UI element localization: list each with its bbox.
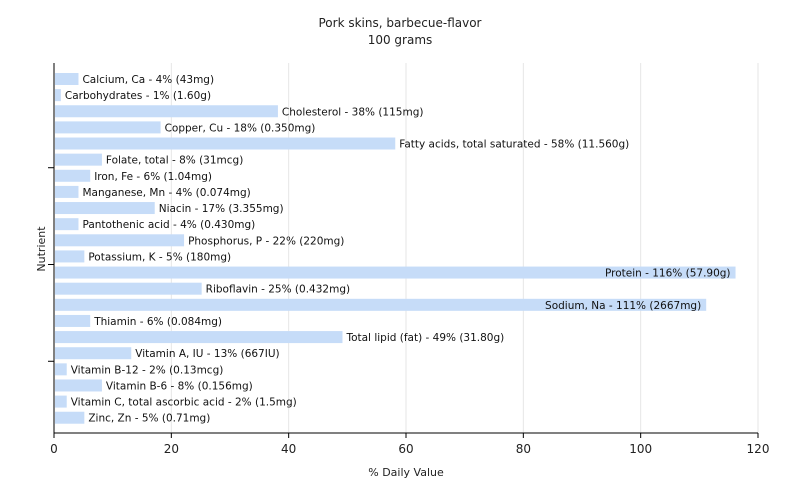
bar (55, 89, 61, 102)
bar (55, 234, 185, 247)
x-tick-label: 0 (50, 442, 58, 456)
bar-label: Potassium, K - 5% (180mg) (88, 251, 231, 263)
x-tick-label: 120 (747, 442, 770, 456)
bar (55, 395, 67, 408)
y-axis-title: Nutrient (35, 226, 48, 272)
x-tick-label: 60 (398, 442, 413, 456)
x-tick-label: 80 (516, 442, 531, 456)
bar-label: Vitamin C, total ascorbic acid - 2% (1.5… (71, 397, 297, 409)
bar (55, 314, 91, 327)
bar (55, 347, 132, 360)
bar (55, 202, 155, 215)
bar (55, 169, 91, 182)
bar-label: Protein - 116% (57.90g) (605, 268, 731, 280)
grid-lines (170, 63, 759, 433)
bars: Calcium, Ca - 4% (43mg) Carbohydrates - 1… (55, 73, 736, 425)
bar-label: Total lipid (fat) - 49% (31.80g) (345, 332, 504, 344)
x-tick-label: 100 (629, 442, 652, 456)
bar (55, 298, 707, 311)
bar-label: Vitamin A, IU - 13% (667IU) (135, 348, 279, 360)
axes (48, 63, 758, 434)
bar (55, 266, 736, 279)
bar (55, 363, 67, 376)
bar (55, 137, 396, 150)
bar (55, 105, 278, 118)
x-axis-ticks: 0 20 40 60 80 100 120 (50, 433, 769, 456)
bar-label: Folate, total - 8% (31mcg) (106, 155, 243, 167)
x-axis-title: % Daily Value (368, 466, 444, 479)
bar (55, 250, 85, 263)
bar-label: Thiamin - 6% (0.084mg) (93, 316, 222, 328)
bar-label: Phosphorus, P - 22% (220mg) (188, 235, 344, 247)
x-tick-label: 20 (164, 442, 179, 456)
bar-label: Calcium, Ca - 4% (43mg) (82, 74, 214, 86)
bar-label: Iron, Fe - 6% (1.04mg) (94, 171, 212, 183)
bar (55, 282, 202, 295)
bar (55, 218, 79, 231)
bar (55, 73, 79, 85)
bar-label: Copper, Cu - 18% (0.350mg) (165, 122, 316, 134)
bar (55, 331, 343, 344)
chart-title: Pork skins, barbecue-flavor (319, 16, 482, 30)
chart-subtitle: 100 grams (368, 33, 433, 47)
bar-label: Manganese, Mn - 4% (0.074mg) (82, 187, 250, 199)
bar (55, 121, 161, 134)
bar (55, 411, 85, 424)
bar-label: Zinc, Zn - 5% (0.71mg) (88, 413, 210, 425)
bar-label: Sodium, Na - 111% (2667mg) (545, 300, 701, 312)
bar-label: Fatty acids, total saturated - 58% (11.5… (399, 139, 629, 151)
bar-label: Vitamin B-12 - 2% (0.13mcg) (71, 364, 224, 376)
bar (55, 185, 79, 198)
bar (55, 379, 102, 392)
bar-label: Cholesterol - 38% (115mg) (282, 106, 424, 118)
bar (55, 153, 102, 166)
bar-label: Riboflavin - 25% (0.432mg) (206, 284, 350, 296)
bar-label: Pantothenic acid - 4% (0.430mg) (82, 219, 255, 231)
bar-label: Carbohydrates - 1% (1.60g) (65, 90, 211, 102)
bar-label: Niacin - 17% (3.355mg) (159, 203, 284, 215)
x-tick-label: 40 (281, 442, 296, 456)
bar-label: Vitamin B-6 - 8% (0.156mg) (106, 380, 253, 392)
